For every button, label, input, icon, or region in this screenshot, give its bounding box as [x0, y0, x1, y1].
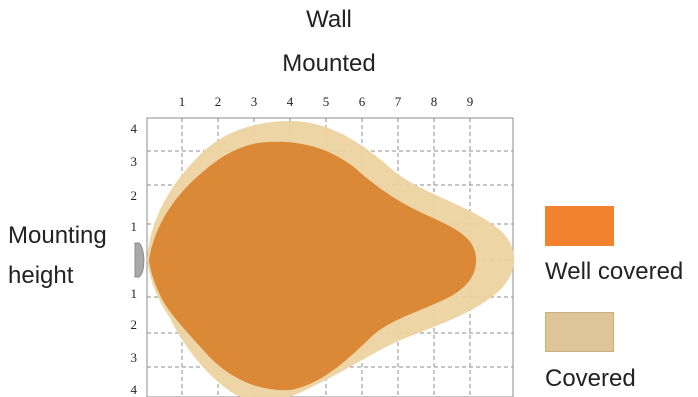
covered-swatch — [545, 312, 614, 352]
x-tick-label: 6 — [359, 94, 366, 109]
x-tick-label: 5 — [323, 94, 330, 109]
x-tick-labels: 1 2 3 4 5 6 7 8 9 — [179, 94, 474, 109]
diagram-title-line-2: Mounted — [282, 50, 376, 77]
y-tick-label: 3 — [131, 350, 138, 365]
y-tick-label: 2 — [131, 188, 138, 203]
well-covered-zone — [149, 141, 477, 391]
x-tick-label: 2 — [215, 94, 222, 109]
mounting-height-label-line-1: Mounting — [8, 222, 107, 249]
x-tick-label: 1 — [179, 94, 186, 109]
x-tick-label: 4 — [287, 94, 294, 109]
y-tick-label: 3 — [131, 154, 138, 169]
sensor-icon — [134, 242, 145, 278]
x-tick-label: 9 — [467, 94, 474, 109]
y-tick-label: 4 — [131, 382, 138, 397]
mounting-height-label-line-2: height — [8, 262, 74, 289]
y-tick-label: 1 — [131, 286, 138, 301]
y-tick-label: 1 — [131, 219, 138, 234]
x-tick-label: 3 — [251, 94, 258, 109]
y-tick-labels-upper: 4 3 2 1 — [131, 121, 138, 234]
well-covered-legend-label: Well covered — [545, 258, 684, 285]
y-tick-label: 2 — [131, 317, 138, 332]
x-tick-label: 8 — [431, 94, 438, 109]
well-covered-swatch — [545, 206, 614, 246]
covered-legend-label: Covered — [545, 365, 636, 392]
diagram-title-line-1: Wall — [306, 6, 352, 33]
y-tick-label: 4 — [131, 121, 138, 136]
x-tick-label: 7 — [395, 94, 402, 109]
y-tick-labels-lower: 1 2 3 4 — [131, 286, 138, 397]
